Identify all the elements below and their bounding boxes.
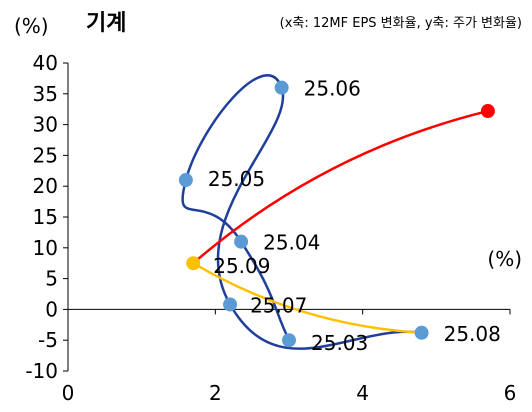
y-tick-label: 35: [33, 82, 58, 106]
y-tick-label: 15: [33, 205, 58, 229]
chart-subtitle: (x축: 12MF EPS 변화율, y축: 주가 변화율): [280, 16, 522, 31]
point-label: 25.08: [444, 322, 501, 346]
data-point: [274, 80, 289, 95]
y-tick-label: -10: [25, 359, 58, 383]
y-tick-label: 20: [33, 174, 58, 198]
point-label: 25.07: [250, 293, 307, 317]
point-label: 25.06: [304, 77, 361, 101]
point-label: 25.04: [263, 231, 320, 255]
x-tick-label: 4: [356, 381, 369, 405]
data-point: [282, 333, 296, 348]
y-tick-label: 5: [45, 267, 58, 291]
series-line: [192, 109, 489, 265]
point-label: 25.09: [213, 254, 270, 278]
y-tick-label: -5: [38, 328, 58, 352]
y-tick-label: 30: [33, 113, 58, 137]
y-tick-label: 0: [45, 297, 58, 321]
y-tick-label: 40: [33, 51, 58, 75]
point-label: 25.05: [208, 167, 265, 191]
point-label: 25.03: [311, 331, 368, 355]
data-point: [178, 173, 193, 188]
x-tick-label: 0: [62, 381, 75, 405]
x-unit-label: (%): [487, 247, 522, 271]
data-point: [414, 325, 429, 340]
data-point: [186, 256, 201, 271]
y-tick-label: 10: [33, 236, 58, 260]
data-point: [480, 104, 495, 119]
data-point: [223, 297, 238, 312]
data-point: [234, 234, 249, 249]
y-unit-label: (%): [14, 14, 49, 38]
chart-title: 기계: [86, 11, 126, 36]
y-tick-label: 25: [33, 143, 58, 167]
series-line: [192, 262, 422, 335]
x-tick-label: 6: [504, 381, 517, 405]
x-tick-label: 2: [209, 381, 222, 405]
